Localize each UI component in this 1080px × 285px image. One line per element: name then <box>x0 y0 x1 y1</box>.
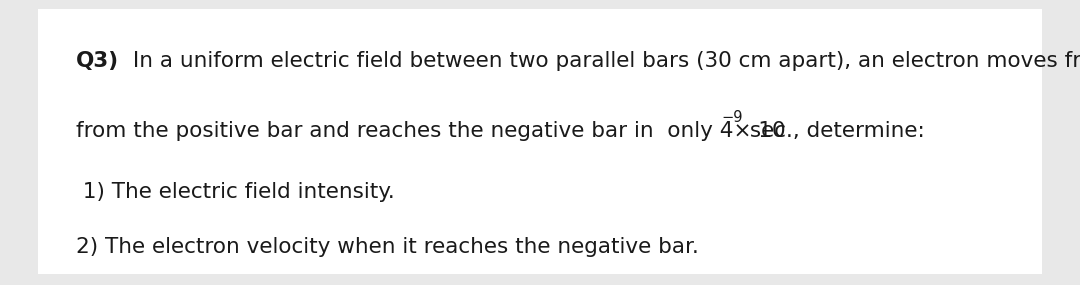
Text: from the positive bar and reaches the negative bar in  only 4× 10: from the positive bar and reaches the ne… <box>76 121 785 141</box>
Text: In a uniform electric field between two parallel bars (30 cm apart), an electron: In a uniform electric field between two … <box>126 51 1080 71</box>
Text: Q3): Q3) <box>76 51 119 71</box>
Text: 2) The electron velocity when it reaches the negative bar.: 2) The electron velocity when it reaches… <box>76 237 699 256</box>
Text: 1) The electric field intensity.: 1) The electric field intensity. <box>76 182 394 202</box>
Text: sec., determine:: sec., determine: <box>743 121 924 141</box>
Text: −9: −9 <box>721 110 743 125</box>
